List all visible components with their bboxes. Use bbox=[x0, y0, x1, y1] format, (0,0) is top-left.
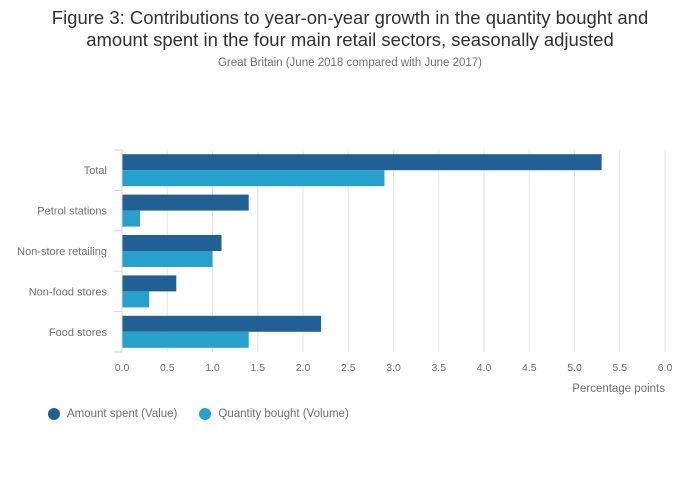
legend-item-value[interactable]: Amount spent (Value) bbox=[48, 408, 177, 420]
x-tick-label: 2.0 bbox=[296, 362, 311, 374]
bar-volume-petrol-stations[interactable] bbox=[122, 210, 141, 227]
y-category-label: Food stores bbox=[49, 327, 108, 339]
x-tick-label: 0.0 bbox=[115, 362, 130, 374]
bar-volume-total[interactable] bbox=[122, 170, 385, 187]
bar-value-non-food-stores[interactable] bbox=[122, 275, 177, 292]
x-axis-label: Percentage points bbox=[572, 383, 665, 395]
chart-subtitle: Great Britain (June 2018 compared with J… bbox=[217, 57, 482, 69]
legend-item-volume[interactable]: Quantity bought (Volume) bbox=[199, 408, 349, 420]
x-tick-label: 6.0 bbox=[658, 362, 673, 374]
legend-marker-value bbox=[48, 408, 60, 420]
legend-label-value: Amount spent (Value) bbox=[67, 408, 178, 420]
y-category-label: Total bbox=[84, 165, 107, 177]
bars bbox=[122, 154, 602, 348]
legend-label-volume: Quantity bought (Volume) bbox=[218, 408, 349, 420]
y-category-label: Non-food stores bbox=[29, 286, 108, 298]
bar-value-non-store-retailing[interactable] bbox=[122, 235, 222, 251]
x-tick-label: 0.5 bbox=[160, 362, 175, 374]
x-tick-label: 3.0 bbox=[386, 362, 401, 374]
chart-title: Figure 3: Contributions to year-on-year … bbox=[0, 7, 700, 51]
bar-volume-non-food-stores[interactable] bbox=[122, 291, 150, 308]
bar-value-total[interactable] bbox=[122, 154, 602, 171]
x-tick-label: 1.5 bbox=[250, 362, 265, 374]
chart-title-line-1: Figure 3: Contributions to year-on-year … bbox=[51, 7, 649, 28]
chart-title-line-2: amount spent in the four main retail sec… bbox=[86, 29, 614, 50]
x-tick-label: 4.0 bbox=[477, 362, 492, 374]
x-tick-label: 4.5 bbox=[522, 362, 537, 374]
x-tick-label: 1.0 bbox=[205, 362, 220, 374]
x-tick-label: 2.5 bbox=[341, 362, 356, 374]
y-category-label: Non-store retailing bbox=[17, 246, 107, 258]
x-tick-label: 5.5 bbox=[612, 362, 627, 374]
bar-volume-non-store-retailing[interactable] bbox=[122, 251, 213, 267]
y-category-label: Petrol stations bbox=[37, 206, 107, 218]
x-axis-ticks: 0.0 0.5 1.0 1.5 2.0 2.5 3.0 3.5 4.0 4.5 5.0 5.5 6.0 bbox=[115, 362, 673, 374]
bar-volume-food-stores[interactable] bbox=[122, 331, 249, 348]
legend-marker-volume bbox=[199, 408, 212, 420]
bar-value-petrol-stations[interactable] bbox=[122, 194, 249, 211]
y-axis: Total Petrol stations Non-store retailing N… bbox=[17, 149, 123, 353]
x-tick-label: 5.0 bbox=[567, 362, 582, 374]
legend: Amount spent (Value) Quantity bought (Vo… bbox=[48, 408, 349, 420]
bar-value-food-stores[interactable] bbox=[122, 315, 322, 332]
x-tick-label: 3.5 bbox=[431, 362, 446, 374]
